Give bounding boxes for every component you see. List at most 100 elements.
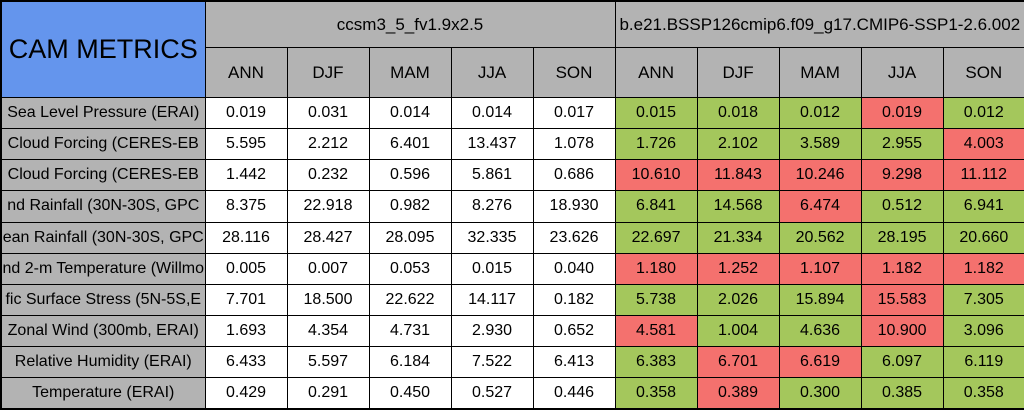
metric-value-model1: 22.918 [286, 190, 370, 223]
metric-value-model2-red: 1.107 [778, 252, 862, 285]
metric-value-model2-red: 4.581 [614, 314, 698, 348]
metric-value-model2-green: 21.334 [696, 221, 780, 254]
metrics-rows: Sea Level Pressure (ERAI) 0.019 0.031 0.014… [0, 96, 1024, 410]
season-header-ann-model1: ANN [204, 47, 288, 98]
season-header-son-model1: SON [532, 47, 616, 98]
metric-value-model1: 0.182 [532, 283, 616, 316]
metric-value-model2-red: 1.182 [942, 252, 1024, 285]
metric-value-model2-green: 6.119 [942, 346, 1024, 379]
metric-value-model1: 13.437 [450, 128, 534, 161]
metric-value-model1: 0.017 [532, 96, 616, 130]
metric-value-model1: 0.686 [532, 159, 616, 192]
metric-value-model1: 22.622 [368, 283, 452, 316]
metric-value-model2-red: 6.701 [696, 346, 780, 379]
metric-value-model1: 0.005 [204, 252, 288, 285]
metric-value-model2-green: 28.195 [860, 221, 944, 254]
metric-row: Zonal Wind (300mb, ERAI) 1.693 4.354 4.731 2… [0, 314, 1024, 348]
metric-label: Cloud Forcing (CERES-EB [0, 128, 206, 161]
metric-value-model1: 0.015 [450, 252, 534, 285]
metric-value-model1: 28.095 [368, 221, 452, 254]
metric-value-model1: 5.861 [450, 159, 534, 192]
metric-value-model2-green: 0.012 [942, 96, 1024, 130]
metric-label: Temperature (ERAI) [0, 377, 206, 410]
metric-value-model1: 14.117 [450, 283, 534, 316]
metric-value-model2-green: 2.026 [696, 283, 780, 316]
metric-value-model1: 0.031 [286, 96, 370, 130]
metric-value-model1: 1.693 [204, 314, 288, 348]
metric-value-model2-red: 9.298 [860, 159, 944, 192]
metric-value-model1: 1.442 [204, 159, 288, 192]
season-header-mam-model1: MAM [368, 47, 452, 98]
metric-value-model1: 4.354 [286, 314, 370, 348]
season-header-row: ANN DJF MAM JJA SON ANN DJF MAM JJA SON [1, 47, 1024, 98]
metric-value-model1: 0.652 [532, 314, 616, 348]
season-header-son-model2: SON [942, 47, 1024, 98]
metric-value-model1: 8.276 [450, 190, 534, 223]
metric-value-model1: 0.007 [286, 252, 370, 285]
metric-value-model2-green: 3.096 [942, 314, 1024, 348]
metric-value-model1: 28.116 [204, 221, 288, 254]
metric-value-model2-green: 0.512 [860, 190, 944, 223]
metric-value-model1: 5.597 [286, 346, 370, 379]
metric-label: Cloud Forcing (CERES-EB [0, 159, 206, 192]
metric-value-model1: 0.596 [368, 159, 452, 192]
metric-value-model2-red: 1.182 [860, 252, 944, 285]
metric-row: nd 2-m Temperature (Willmo 0.005 0.007 0.05… [0, 252, 1024, 285]
metric-value-model1: 0.291 [286, 377, 370, 410]
season-header-jja-model2: JJA [860, 47, 944, 98]
metric-value-model2-red: 0.019 [860, 96, 944, 130]
metric-value-model2-green: 5.738 [614, 283, 698, 316]
metric-value-model1: 6.184 [368, 346, 452, 379]
metric-value-model1: 5.595 [204, 128, 288, 161]
metric-value-model1: 0.429 [204, 377, 288, 410]
metric-value-model1: 0.527 [450, 377, 534, 410]
metric-value-model2-green: 1.004 [696, 314, 780, 348]
metric-row: Relative Humidity (ERAI) 6.433 5.597 6.184 7… [0, 346, 1024, 379]
metric-value-model1: 8.375 [204, 190, 288, 223]
metric-value-model2-red: 1.252 [696, 252, 780, 285]
season-header-jja-model1: JJA [450, 47, 534, 98]
metric-value-model1: 18.500 [286, 283, 370, 316]
metric-value-model2-red: 11.112 [942, 159, 1024, 192]
metric-value-model2-red: 10.900 [860, 314, 944, 348]
metric-value-model2-green: 7.305 [942, 283, 1024, 316]
metric-value-model1: 6.433 [204, 346, 288, 379]
metric-value-model2-green: 0.385 [860, 377, 944, 410]
metric-value-model1: 0.040 [532, 252, 616, 285]
season-header-djf-model2: DJF [696, 47, 780, 98]
metric-value-model1: 0.019 [204, 96, 288, 130]
metric-value-model1: 2.212 [286, 128, 370, 161]
metric-value-model2-red: 15.583 [860, 283, 944, 316]
metric-value-model2-red: 4.003 [942, 128, 1024, 161]
metric-value-model2-green: 3.589 [778, 128, 862, 161]
metric-label: Zonal Wind (300mb, ERAI) [0, 314, 206, 348]
metric-row: ean Rainfall (30N-30S, GPC 28.116 28.427 28… [0, 221, 1024, 254]
metric-value-model2-green: 6.383 [614, 346, 698, 379]
metric-value-model2-green: 4.636 [778, 314, 862, 348]
metric-value-model2-red: 6.474 [778, 190, 862, 223]
metric-value-model1: 0.053 [368, 252, 452, 285]
season-header-djf-model1: DJF [286, 47, 370, 98]
metric-value-model2-red: 6.619 [778, 346, 862, 379]
model2-header: b.e21.BSSP126cmip6.f09_g17.CMIP6-SSP1-2.… [614, 0, 1024, 48]
metric-value-model2-green: 6.941 [942, 190, 1024, 223]
metric-value-model2-green: 0.018 [696, 96, 780, 130]
metric-value-model2-green: 6.841 [614, 190, 698, 223]
metric-row: Temperature (ERAI) 0.429 0.291 0.450 0.527 0.… [0, 377, 1024, 410]
metric-value-model2-green: 22.697 [614, 221, 698, 254]
metric-value-model2-red: 1.180 [614, 252, 698, 285]
metric-label: ean Rainfall (30N-30S, GPC [0, 221, 206, 254]
metric-value-model2-green: 0.015 [614, 96, 698, 130]
table-title: CAM METRICS [0, 0, 206, 98]
metric-row: fic Surface Stress (5N-5S,E 7.701 18.500 22… [0, 283, 1024, 316]
metric-row: Cloud Forcing (CERES-EB 1.442 0.232 0.596 5.… [0, 159, 1024, 192]
metric-value-model1: 7.701 [204, 283, 288, 316]
metric-value-model2-red: 11.843 [696, 159, 780, 192]
metric-value-model2-green: 14.568 [696, 190, 780, 223]
metric-value-model2-green: 0.012 [778, 96, 862, 130]
metric-value-model2-green: 20.562 [778, 221, 862, 254]
metric-value-model2-red: 10.610 [614, 159, 698, 192]
metric-value-model2-green: 0.358 [942, 377, 1024, 410]
metric-row: Cloud Forcing (CERES-EB 5.595 2.212 6.401 13… [0, 128, 1024, 161]
metric-value-model1: 0.982 [368, 190, 452, 223]
